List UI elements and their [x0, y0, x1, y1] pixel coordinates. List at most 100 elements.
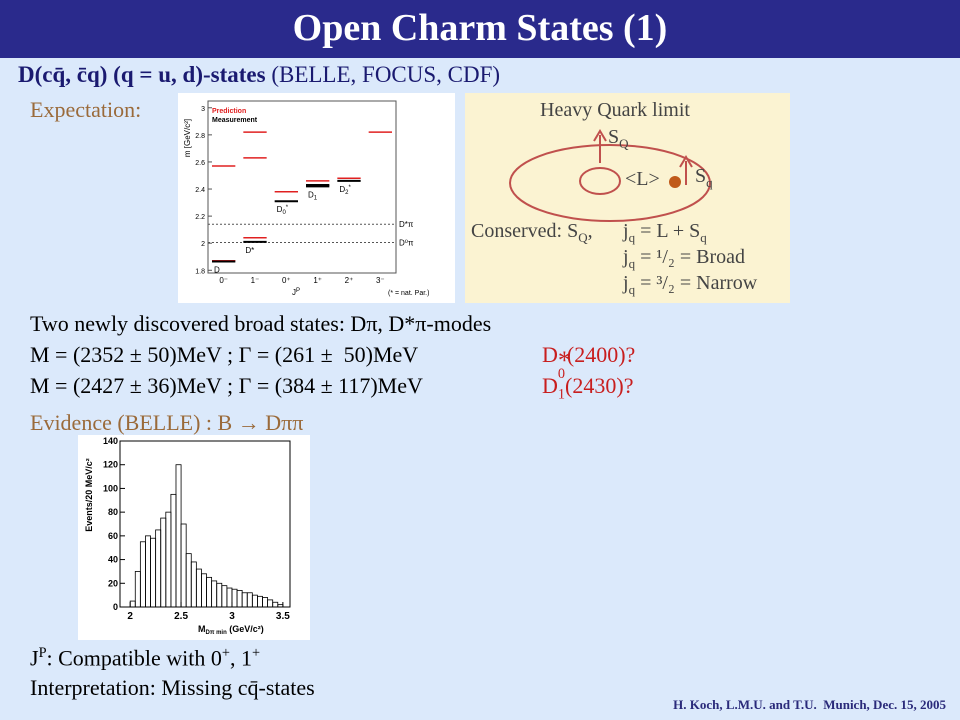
hq-line: jq = ³/₂ = Narrow [623, 272, 757, 298]
histogram-bar [267, 599, 274, 608]
histogram-bar [134, 571, 141, 608]
sub: 0 [557, 366, 566, 382]
x-axis-label-sup: P [296, 288, 300, 294]
y-tick-label: 40 [108, 555, 118, 565]
x-tick-label: 2⁺ [345, 276, 354, 285]
expectation: Expectation: [30, 97, 142, 122]
x-tick-label: 0⁻ [219, 276, 228, 285]
hq-drawing [509, 129, 711, 222]
sub: q [628, 256, 636, 271]
histogram-bar [195, 568, 202, 608]
state-label-sup: * [286, 205, 289, 211]
state-label-main: D* [245, 246, 254, 255]
y-tick-label: 120 [103, 460, 118, 470]
hq-title: Heavy Quark limit [540, 99, 690, 121]
title: Open Charm States (1) [292, 7, 668, 49]
histogram-bar [236, 589, 243, 608]
histogram-bar [201, 573, 207, 608]
histogram-bar [160, 517, 167, 608]
histogram-bar [165, 511, 172, 608]
text: , [587, 220, 593, 242]
histogram-bar [241, 592, 248, 608]
x-tick-label: 3⁻ [376, 276, 385, 285]
hq-line: jq = L + Sq [623, 220, 707, 246]
hq-L: <L> [625, 168, 660, 190]
histogram: 0 20 40 60 80 100 120 140 2 2.5 3 3.5 Events/20 MeV/… [78, 435, 310, 640]
histogram-bar [251, 594, 258, 608]
y-tick-label: 3 [201, 106, 205, 113]
sym: S [608, 126, 620, 148]
legend-entry: Prediction [212, 108, 246, 115]
text: (2430)? [565, 373, 634, 398]
title-bar [0, 0, 960, 58]
x-axis-label-rest: (GeV/c²) [227, 624, 264, 634]
hq-sQ: SQ [608, 126, 629, 152]
y-tick-label: 140 [103, 436, 118, 446]
text: j [623, 220, 629, 242]
text: : Compatible with 0 [46, 645, 222, 671]
body-line: Interpretation: Missing cq̄-states [30, 675, 315, 700]
histogram-bar [257, 595, 263, 608]
histogram-bar [277, 604, 284, 608]
sub: q [628, 230, 636, 245]
state-label-main: D [308, 190, 314, 199]
histogram-bar [211, 580, 218, 608]
histogram-bar [216, 582, 223, 608]
histogram-bar [190, 561, 197, 608]
state-label: D [214, 265, 220, 274]
histogram-bar [221, 585, 228, 608]
x-tick-label: 2 [127, 611, 133, 622]
histogram-bar [145, 535, 151, 608]
text: , 1 [229, 645, 252, 671]
histogram-bar [170, 493, 177, 608]
state-label-sup: * [348, 185, 351, 191]
y-tick-label: 2.2 [195, 214, 205, 221]
text: (2400)? [566, 342, 636, 367]
x-axis-label-main: J [292, 288, 296, 297]
state-label-main: D [277, 205, 283, 214]
histogram-bar [155, 529, 162, 608]
state-label-sub: 0 [282, 210, 286, 216]
x-axis-label: JP [292, 288, 300, 297]
state-name: D1(2430)? [542, 373, 633, 403]
text: D [542, 373, 558, 398]
state-label: D* [245, 246, 254, 255]
state-label: D2* [339, 185, 351, 196]
y-tick-label: 100 [103, 483, 118, 493]
legend-entry: Measurement [212, 117, 258, 124]
hq-conserved: Conserved: SQ, [471, 220, 593, 246]
text: = ³/₂ = Narrow [635, 272, 758, 294]
hq-figure: Heavy Quark limit SQ <L> Sq Conserved: S… [465, 93, 790, 303]
sub: q [628, 282, 636, 297]
footer: H. Koch, L.M.U. and T.U. Munich, Dec. 15… [673, 697, 946, 712]
subtitle: D(cq̄, c̄q) (q = u, d)-states (BELLE, FO… [18, 62, 500, 88]
state-name: D * 0 (2400)? [542, 342, 636, 382]
histogram-bar [262, 597, 269, 608]
x-tick-label: 1⁺ [313, 276, 322, 285]
text: j [623, 246, 629, 268]
threshold-label: D*π [399, 220, 414, 229]
sub: q [706, 175, 713, 190]
state-label-main: D [339, 185, 345, 194]
body-line: Two newly discovered broad states: Dπ, D… [30, 311, 492, 336]
body-line: M = (2352 ± 50)MeV ; Γ = (261 ± 50)MeV [30, 342, 419, 367]
histogram-bar [226, 587, 233, 608]
level-figure: 1.8 2 2.2 2.4 2.6 2.8 3 m [GeV/c²] Prediction Mea… [178, 93, 455, 303]
histogram-bar [272, 601, 279, 608]
histogram-bar [175, 464, 182, 608]
state-label-sub: 1 [314, 195, 318, 201]
y-tick-label: 2 [201, 241, 205, 248]
histogram-bar [150, 537, 157, 608]
text: j [623, 272, 629, 294]
y-tick-label: 2.4 [195, 187, 205, 194]
y-axis-label: Events/20 MeV/c² [84, 458, 94, 532]
subtitle-bold: D(cq̄, c̄q) (q = u, d)-states [18, 62, 266, 87]
x-axis-label-main: M [198, 624, 206, 634]
y-tick-label: 60 [108, 531, 118, 541]
state-label-sub: 2 [345, 190, 349, 196]
sub: q [700, 230, 707, 245]
y-tick-label: 0 [113, 602, 118, 612]
sub: Q [578, 230, 588, 245]
histogram-bar [139, 541, 146, 608]
hq-line: jq = ¹/₂ = Broad [623, 246, 745, 272]
